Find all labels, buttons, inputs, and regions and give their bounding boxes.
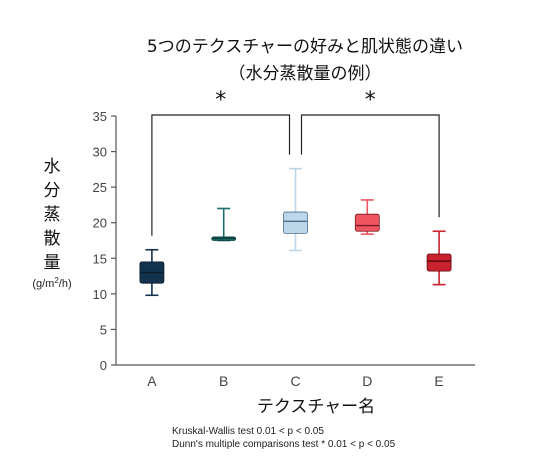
significance-star: * bbox=[365, 88, 376, 113]
x-tick-label: D bbox=[362, 373, 372, 389]
x-tick-label: A bbox=[147, 373, 157, 389]
y-axis-unit: (g/m2/h) bbox=[32, 276, 71, 290]
x-tick-label: E bbox=[434, 373, 443, 389]
box-iqr bbox=[354, 213, 380, 232]
y-axis-unit-suffix: /h) bbox=[59, 278, 72, 290]
box-iqr bbox=[426, 253, 452, 272]
box-C bbox=[283, 167, 308, 252]
boxes bbox=[139, 167, 452, 297]
significance-star: * bbox=[215, 88, 226, 113]
note-kruskal-wallis: Kruskal-Wallis test 0.01 < p < 0.05 bbox=[172, 426, 324, 437]
y-axis-label-char: 散 bbox=[44, 229, 61, 249]
y-axis-unit-prefix: (g/m bbox=[32, 278, 54, 290]
bracket-line bbox=[300, 114, 440, 218]
box-E bbox=[426, 230, 452, 286]
chart-subtitle: （水分蒸散量の例） bbox=[229, 64, 382, 84]
axes bbox=[115, 116, 475, 366]
note-dunn: Dunn's multiple comparisons test * 0.01 … bbox=[172, 439, 396, 450]
y-axis-label-char: 分 bbox=[44, 181, 61, 201]
y-tick-label: 0 bbox=[100, 358, 107, 373]
x-categories: A B C D E bbox=[147, 373, 444, 389]
y-tick-label: 5 bbox=[100, 322, 107, 337]
box-B bbox=[211, 207, 237, 242]
y-axis-label: 水分蒸散量 bbox=[44, 157, 61, 273]
y-tick-label: 15 bbox=[93, 251, 107, 266]
y-tick-label: 20 bbox=[93, 216, 107, 231]
box-iqr bbox=[283, 211, 308, 234]
chart-title: 5つのテクスチャーの好みと肌状態の違い bbox=[147, 37, 463, 57]
y-tick-label: 10 bbox=[93, 287, 107, 302]
y-axis-label-char: 水 bbox=[44, 157, 61, 177]
y-axis-label-char: 蒸 bbox=[44, 205, 61, 225]
y-axis-unit-sup: 2 bbox=[54, 276, 59, 285]
box-A bbox=[139, 248, 165, 297]
bracket-line bbox=[151, 114, 291, 236]
y-tick-label: 30 bbox=[93, 145, 107, 160]
y-tick-label: 35 bbox=[93, 109, 107, 124]
x-axis-label: テクスチャー名 bbox=[257, 397, 375, 417]
y-tick-label: 25 bbox=[93, 180, 107, 195]
x-tick-label: C bbox=[290, 373, 300, 389]
x-tick-label: B bbox=[219, 373, 228, 389]
y-ticks: 0 5 10 15 20 25 30 35 bbox=[93, 109, 116, 373]
significance-bracket: * bbox=[300, 88, 440, 218]
box-D bbox=[354, 199, 380, 235]
significance-bracket: * bbox=[151, 88, 291, 236]
y-axis-label-char: 量 bbox=[44, 253, 61, 273]
significance-brackets: * * bbox=[151, 88, 440, 236]
